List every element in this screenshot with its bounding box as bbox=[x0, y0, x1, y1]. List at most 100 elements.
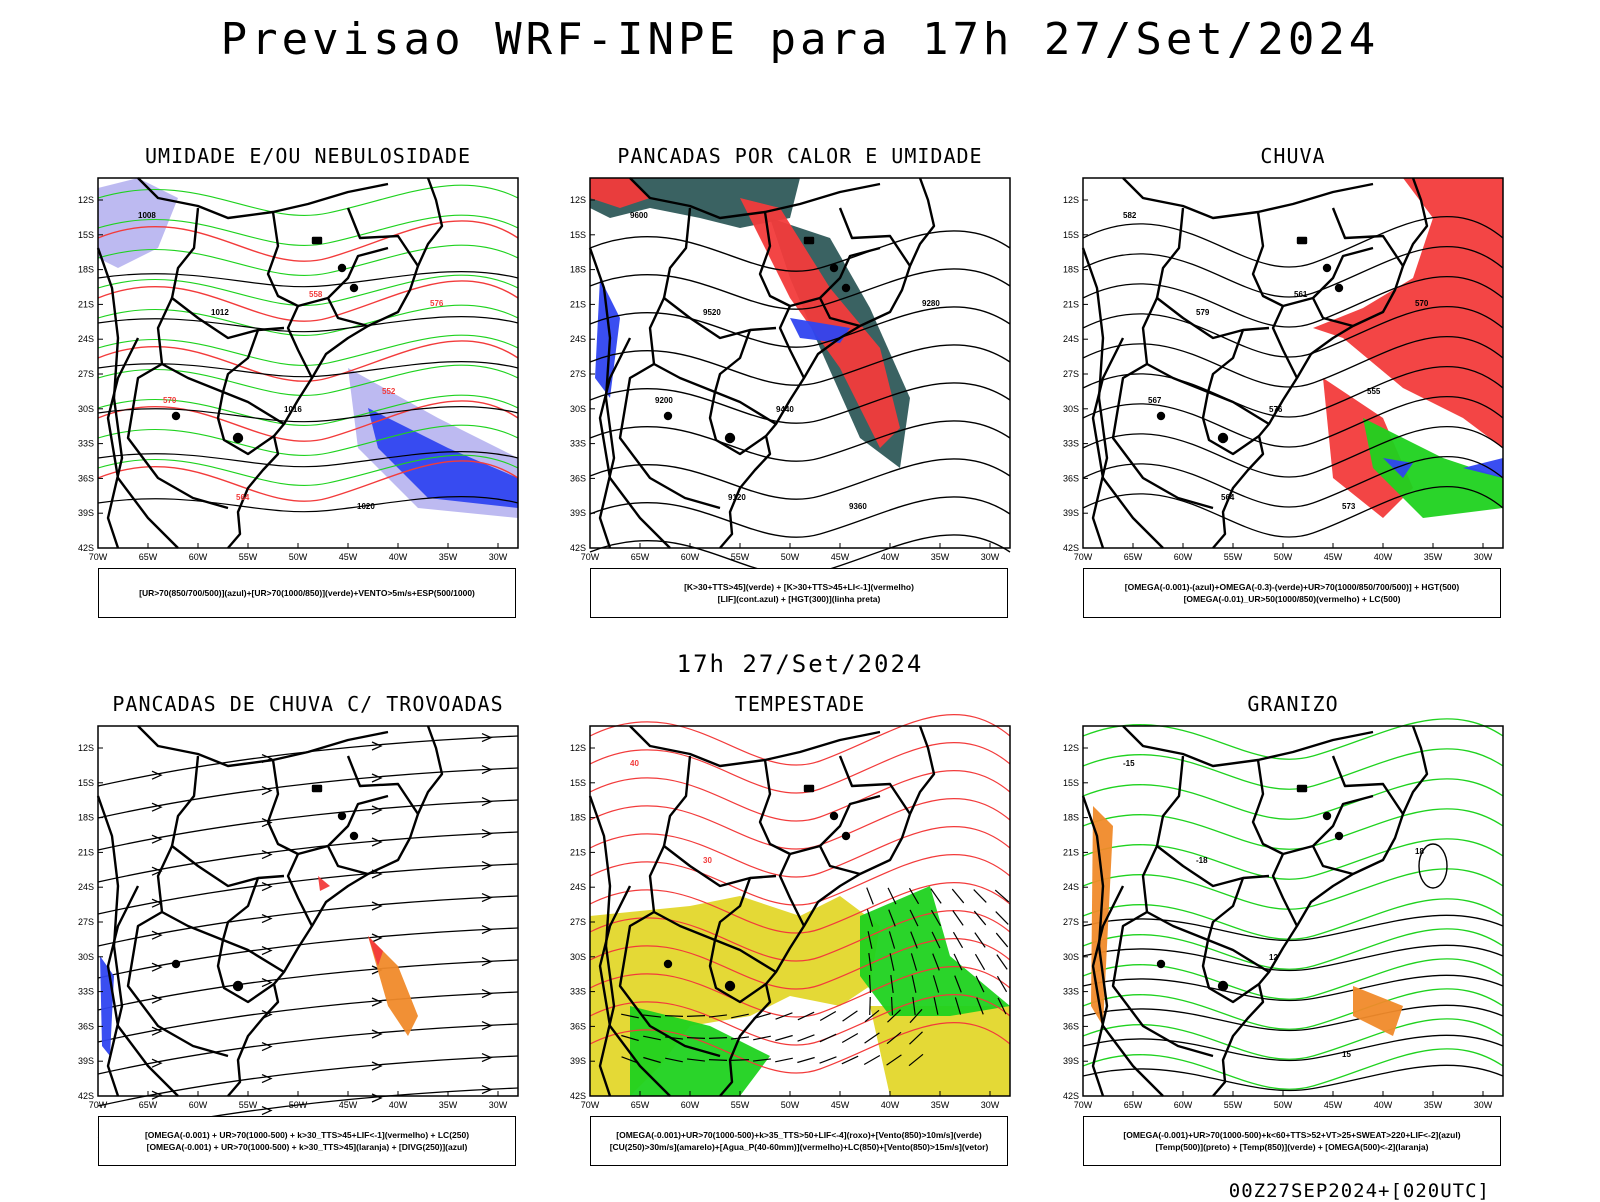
map-plot: 40 30 12S 15S 18S 21S 24S 27S 30S 33S 36S 39S 42S70W… bbox=[570, 714, 1011, 1110]
lat-tick-label: 42S bbox=[78, 1091, 94, 1101]
map-plot: 1008 1012 1016 1020 576 570 564 558 552 12S 15S 18S… bbox=[78, 176, 519, 562]
panel-title: PANCADAS DE CHUVA C/ TROVOADAS bbox=[112, 692, 504, 716]
lat-tick-label: 27S bbox=[570, 917, 586, 927]
legend-line: [Temp(500)](preto) + [Temp(850)](verde) … bbox=[1155, 1142, 1429, 1152]
lon-tick-label: 45W bbox=[1324, 1100, 1343, 1110]
lat-tick-label: 42S bbox=[1063, 1091, 1079, 1101]
lon-tick-label: 40W bbox=[1374, 552, 1393, 562]
lat-tick-label: 18S bbox=[78, 265, 94, 275]
contour-label: 12 bbox=[1269, 953, 1278, 962]
contour-label: 561 bbox=[1294, 290, 1308, 299]
lat-tick-label: 27S bbox=[570, 369, 586, 379]
lat-tick-label: 24S bbox=[78, 334, 94, 344]
contour-label: 579 bbox=[1196, 308, 1210, 317]
lat-tick-label: 33S bbox=[78, 987, 94, 997]
lat-tick-label: 15S bbox=[570, 778, 586, 788]
lat-tick-label: 42S bbox=[78, 543, 94, 553]
lat-tick-label: 24S bbox=[570, 882, 586, 892]
contour-label: 9280 bbox=[922, 299, 940, 308]
lon-tick-label: 40W bbox=[881, 552, 900, 562]
lon-tick-label: 45W bbox=[339, 1100, 358, 1110]
lat-tick-label: 36S bbox=[1063, 1021, 1079, 1031]
lat-tick-label: 21S bbox=[570, 299, 586, 309]
main-title: Previsao WRF-INPE para 17h 27/Set/2024 bbox=[220, 14, 1380, 65]
panel-legend: [UR>70(850/700/500)](azul)+[UR>70(1000/8… bbox=[98, 568, 516, 618]
lon-tick-label: 55W bbox=[1224, 552, 1243, 562]
lon-tick-label: 50W bbox=[781, 1100, 800, 1110]
lat-tick-label: 27S bbox=[1063, 369, 1079, 379]
lat-tick-label: 30S bbox=[78, 404, 94, 414]
lon-tick-label: 60W bbox=[1174, 552, 1193, 562]
contour-label: 9600 bbox=[630, 211, 648, 220]
legend-line: [K>30+TTS>45](verde) + [K>30+TTS>45+LI<-… bbox=[684, 582, 914, 592]
lat-tick-label: 15S bbox=[1063, 778, 1079, 788]
lon-tick-label: 50W bbox=[289, 1100, 308, 1110]
lon-tick-label: 70W bbox=[89, 1100, 108, 1110]
panel-title: PANCADAS POR CALOR E UMIDADE bbox=[617, 144, 983, 168]
lon-tick-label: 30W bbox=[981, 1100, 1000, 1110]
legend-line: [OMEGA(-0.001)+UR>70(1000-500)+k>35_TTS>… bbox=[616, 1130, 982, 1140]
lon-tick-label: 45W bbox=[831, 1100, 850, 1110]
lat-tick-label: 18S bbox=[78, 813, 94, 823]
legend-line: [OMEGA(-0.001) + UR>70(1000-500) + k>30_… bbox=[144, 1130, 470, 1140]
lat-tick-label: 27S bbox=[78, 369, 94, 379]
panel-legend: [OMEGA(-0.001)+UR>70(1000-500)+k>35_TTS>… bbox=[590, 1116, 1008, 1166]
lat-tick-label: 18S bbox=[1063, 813, 1079, 823]
lat-tick-label: 33S bbox=[1063, 439, 1079, 449]
contour-label: 570 bbox=[163, 396, 177, 405]
contour-label: -15 bbox=[1123, 759, 1135, 768]
lon-tick-label: 60W bbox=[1174, 1100, 1193, 1110]
lat-tick-label: 30S bbox=[1063, 952, 1079, 962]
lon-tick-label: 35W bbox=[931, 552, 950, 562]
lat-tick-label: 15S bbox=[1063, 230, 1079, 240]
lon-tick-label: 65W bbox=[139, 552, 158, 562]
lat-tick-label: 27S bbox=[78, 917, 94, 927]
lat-tick-label: 24S bbox=[1063, 882, 1079, 892]
lon-tick-label: 60W bbox=[681, 552, 700, 562]
lat-tick-label: 27S bbox=[1063, 917, 1079, 927]
lat-tick-label: 33S bbox=[570, 439, 586, 449]
contour-label: 576 bbox=[430, 299, 444, 308]
lat-tick-label: 21S bbox=[78, 299, 94, 309]
lon-tick-label: 35W bbox=[439, 552, 458, 562]
lat-tick-label: 21S bbox=[570, 847, 586, 857]
lat-tick-label: 42S bbox=[1063, 543, 1079, 553]
lat-tick-label: 12S bbox=[78, 743, 94, 753]
lat-tick-label: 39S bbox=[570, 1056, 586, 1066]
lon-tick-label: 35W bbox=[931, 1100, 950, 1110]
lat-tick-label: 30S bbox=[78, 952, 94, 962]
map-plot: 582 579 576 573 570 567 564 561 555 12S 15S 18S 21S 2… bbox=[1063, 176, 1504, 562]
contour-label: -18 bbox=[1196, 856, 1208, 865]
lon-tick-label: 70W bbox=[581, 1100, 600, 1110]
lon-tick-label: 30W bbox=[489, 552, 508, 562]
lat-tick-label: 18S bbox=[570, 813, 586, 823]
lat-tick-label: 33S bbox=[570, 987, 586, 997]
lat-tick-label: 39S bbox=[1063, 1056, 1079, 1066]
lon-tick-label: 40W bbox=[389, 552, 408, 562]
lat-tick-label: 24S bbox=[1063, 334, 1079, 344]
panel-legend: [OMEGA(-0.001) + UR>70(1000-500) + k>30_… bbox=[98, 1116, 516, 1166]
lat-tick-label: 33S bbox=[78, 439, 94, 449]
map-plot: 9600 9520 9440 9360 9280 9200 9120 12S 15S 18S 21S… bbox=[570, 176, 1011, 576]
panel-title: TEMPESTADE bbox=[734, 692, 866, 716]
contour-label: 582 bbox=[1123, 211, 1137, 220]
lat-tick-label: 42S bbox=[570, 1091, 586, 1101]
lat-tick-label: 39S bbox=[78, 1056, 94, 1066]
legend-line: [UR>70(850/700/500)](azul)+[UR>70(1000/8… bbox=[139, 588, 475, 598]
lon-tick-label: 55W bbox=[731, 1100, 750, 1110]
lon-tick-label: 40W bbox=[389, 1100, 408, 1110]
contour-label: 15 bbox=[1342, 1050, 1351, 1059]
lon-tick-label: 40W bbox=[881, 1100, 900, 1110]
lon-tick-label: 55W bbox=[731, 552, 750, 562]
contour-label: 9200 bbox=[655, 396, 673, 405]
lon-tick-label: 35W bbox=[1424, 1100, 1443, 1110]
lat-tick-label: 30S bbox=[570, 952, 586, 962]
lon-tick-label: 30W bbox=[1474, 552, 1493, 562]
lon-tick-label: 45W bbox=[1324, 552, 1343, 562]
lon-tick-label: 55W bbox=[239, 1100, 258, 1110]
lat-tick-label: 30S bbox=[570, 404, 586, 414]
legend-line: [LIF](cont.azul) + [HGT(300)](linha pret… bbox=[717, 594, 881, 604]
lon-tick-label: 55W bbox=[239, 552, 258, 562]
contour-label: 9440 bbox=[776, 405, 794, 414]
lat-tick-label: 36S bbox=[78, 473, 94, 483]
